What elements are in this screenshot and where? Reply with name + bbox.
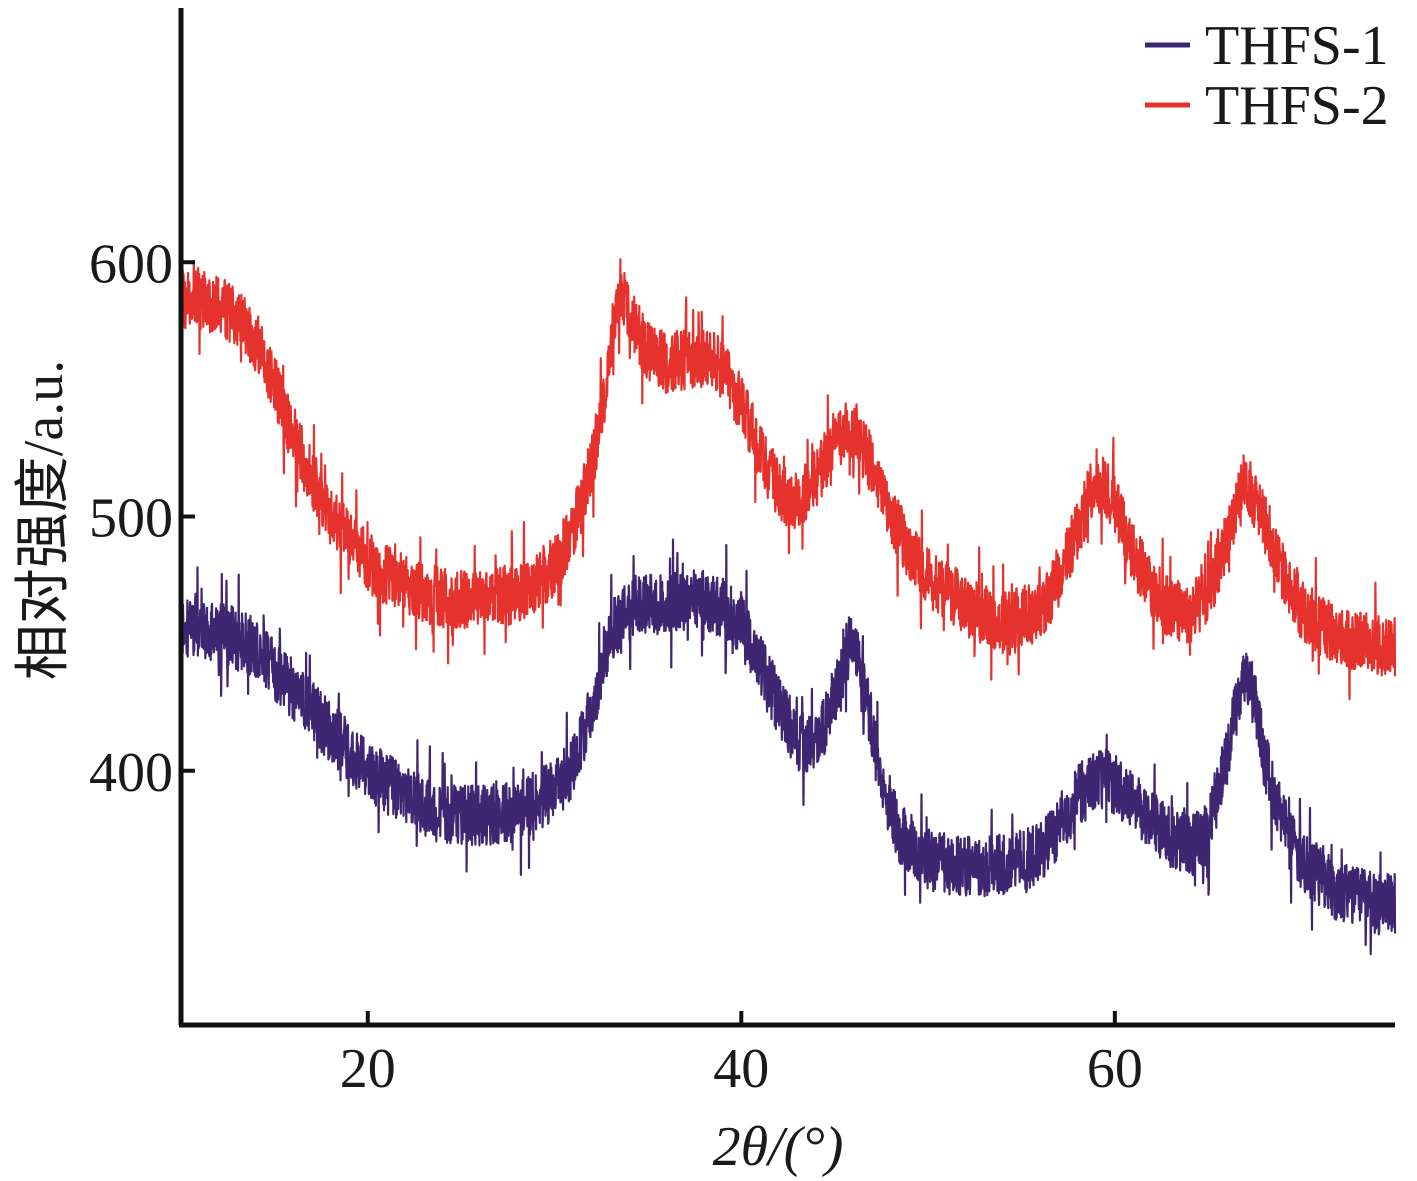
y-axis-title: 相对强度/a.u. [13,360,75,680]
legend-label-1: THFS-1 [1205,15,1389,77]
y-tick-label: 600 [89,233,173,295]
plot-series [179,258,1397,956]
x-axis-title: 2θ/(°) [713,1116,844,1178]
x-tick-label: 40 [713,1038,769,1100]
x-tick-label: 60 [1087,1038,1143,1100]
series-line-2 [179,258,1397,701]
y-tick-label: 500 [89,488,173,550]
y-tick-label: 400 [89,742,173,804]
y-ticks: 400 500 600 [89,233,195,804]
x-tick-label: 20 [340,1038,396,1100]
legend-label-2: THFS-2 [1205,75,1389,137]
x-ticks: 20 40 60 [340,1011,1143,1100]
series-line-1 [179,538,1397,956]
